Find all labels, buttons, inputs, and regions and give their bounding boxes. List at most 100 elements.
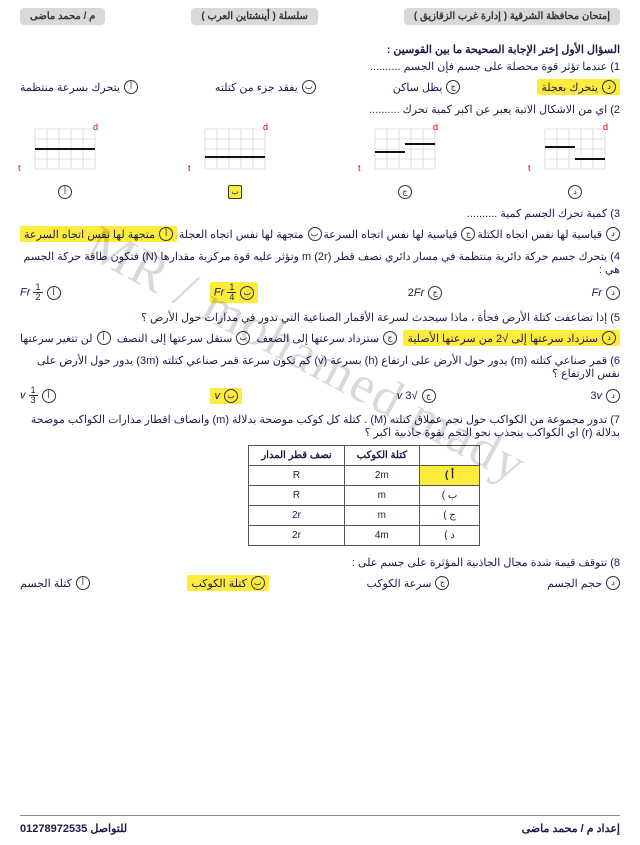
graph-a: d t أ [20, 124, 110, 199]
circle-icon: ج [446, 80, 460, 94]
q4-opt-b: ب 14 Fr [210, 282, 258, 303]
circle-icon: د [568, 185, 582, 199]
exam-page: إمتحان محافظة الشرقية ( إدارة غرب الزقاز… [0, 0, 640, 845]
row-label: د ) [420, 526, 480, 546]
row-label: أ ) [420, 466, 480, 486]
graph-d: d t د [530, 124, 620, 199]
question-intro: السؤال الأول إختر الإجابة الصحيحة ما بين… [20, 43, 620, 56]
cell-radius: R [249, 486, 344, 506]
circle-icon: ب [224, 389, 238, 403]
q6-opt-c: ج√3 v [397, 389, 436, 403]
axis-d-label: d [263, 122, 268, 132]
circle-icon: ب [302, 80, 316, 94]
circle-icon: ب [240, 286, 254, 300]
q5-opt-d: د ستزداد سرعتها إلى √2 من سرعتها الأصلية [403, 330, 620, 346]
q5-options: ألن تتغير سرعتها بستقل سرعتها إلى النصف … [20, 330, 620, 346]
q8-text: 8) تتوقف قيمة شدة مجال الجاذبية المؤثرة … [20, 556, 620, 569]
q8-options: أكتلة الجسم بكتلة الكوكب جسرعة الكوكب دح… [20, 575, 620, 591]
axis-d-label: d [603, 122, 608, 132]
contact-phone: 01278972535 [20, 823, 87, 835]
q6-options: أ13 v بv ج√3 v د3v [20, 386, 620, 405]
header-tabs: إمتحان محافظة الشرقية ( إدارة غرب الزقاز… [20, 8, 620, 25]
q6-text: 6) قمر صناعي كتلته (m) يدور حول الأرض عل… [20, 354, 620, 380]
opt-label: يفقد جزء من كتلته [215, 81, 298, 94]
axis-t-label: t [528, 163, 531, 173]
axis-t-label: t [188, 163, 191, 173]
q1-text: 1) عندما تؤثر قوة محصلة على جسم فإن الجس… [20, 60, 620, 73]
circle-icon: د [606, 576, 620, 590]
cell-mass: 2m [344, 466, 419, 486]
q1-opt-b: ب يفقد جزء من كتلته [215, 80, 316, 94]
q6-opt-b: بv [210, 388, 242, 404]
tab-author: م / محمد ماضى [20, 8, 105, 25]
axis-t-label: t [358, 163, 361, 173]
q5-opt-c: جستزداد سرعتها إلى الضعف [257, 331, 397, 345]
footer: إعداد م / محمد ماضى للتواصل 01278972535 [20, 815, 620, 835]
cell-radius: R [249, 466, 344, 486]
opt-label: 13 v [20, 386, 38, 405]
opt-label: يتحرك بسرعة منتظمة [20, 81, 120, 94]
row-label: ب ) [420, 486, 480, 506]
circle-icon: ب [251, 576, 265, 590]
opt-label: متجهة لها نفس اتجاه السرعة [24, 228, 155, 241]
q4-opt-a: أ12 Fr [20, 283, 60, 302]
q1-options: أ يتحرك بسرعة منتظمة ب يفقد جزء من كتلته ج… [20, 79, 620, 95]
q2-text: 2) اي من الاشكال الاتية يعبر عن اكبر كمي… [20, 103, 620, 116]
q3-opt-c: جقياسية لها نفس اتجاه السرعة [323, 227, 475, 241]
graph-plot: d t [530, 124, 620, 179]
cell-mass: m [344, 506, 419, 526]
q4-opt-d: دFr [592, 286, 620, 300]
graph-b: d t ب [190, 124, 280, 199]
q4-opt-c: ج2Fr [408, 286, 443, 300]
circle-icon: أ [159, 227, 173, 241]
graph-plot: d t [360, 124, 450, 179]
opt-label: قياسية لها نفس اتجاه السرعة [323, 228, 457, 241]
q5-text: 5) إذا تضاعفت كتلة الأرض فجأة ، ماذا سيح… [20, 311, 620, 324]
circle-icon: د [606, 389, 620, 403]
opt-label: 14 Fr [214, 283, 236, 302]
q3-opt-b: بمتجهة لها نفس اتجاه العجلة [179, 227, 322, 241]
circle-icon: ب [228, 185, 242, 199]
table-header-blank [420, 446, 480, 466]
opt-label: لن تتغير سرعتها [20, 332, 93, 345]
opt-label: كتلة الكوكب [191, 577, 246, 590]
q2-graphs: d t أ d t [20, 124, 620, 199]
table-row: ب ) m R [249, 486, 480, 506]
cell-radius: 2r [249, 506, 344, 526]
footer-author: إعداد م / محمد ماضى [522, 822, 620, 835]
circle-icon: د [606, 227, 620, 241]
opt-label: يظل ساكن [393, 81, 443, 94]
q8-opt-c: جسرعة الكوكب [366, 576, 449, 590]
q3-options: أ متجهة لها نفس اتجاه السرعة بمتجهة لها ن… [20, 226, 620, 242]
circle-icon: ج [383, 331, 397, 345]
axis-t-label: t [18, 163, 21, 173]
graph-plot: d t [190, 124, 280, 179]
circle-icon: أ [58, 185, 72, 199]
opt-label: ستزداد سرعتها إلى √2 من سرعتها الأصلية [407, 332, 598, 345]
circle-icon: أ [76, 576, 90, 590]
table-row: د ) 4m 2r [249, 526, 480, 546]
q7-text: 7) تدور مجموعة من الكواكب حول نجم عملاق … [20, 413, 620, 439]
opt-label: سرعة الكوكب [366, 577, 431, 590]
circle-icon: ب [236, 331, 250, 345]
q1-opt-d: ديتحرك بعجلة [537, 79, 620, 95]
q8-opt-a: أ كتلة الجسم [20, 576, 90, 590]
cell-mass: 4m [344, 526, 419, 546]
circle-icon: أ [124, 80, 138, 94]
axis-d-label: d [93, 122, 98, 132]
tab-exam-title: إمتحان محافظة الشرقية ( إدارة غرب الزقاز… [404, 8, 620, 25]
cell-radius: 2r [249, 526, 344, 546]
q1-opt-a: أ يتحرك بسرعة منتظمة [20, 80, 138, 94]
q5-opt-b: ب ستقل سرعتها إلى النصف [117, 331, 250, 345]
q7-table: كتلة الكوكب نصف قطر المدار أ ) 2m R ب ) … [248, 445, 480, 546]
q5-opt-a: ألن تتغير سرعتها [20, 331, 111, 345]
opt-label: كتلة الجسم [20, 577, 72, 590]
q3-text: 3) كمية تحرك الجسم كمية .......... [20, 207, 620, 220]
q8-opt-b: ب كتلة الكوكب [187, 575, 268, 591]
opt-label: ستقل سرعتها إلى النصف [117, 332, 232, 345]
circle-icon: أ [47, 286, 61, 300]
q6-opt-d: د3v [590, 389, 620, 403]
circle-icon: د [602, 331, 616, 345]
q4-text: 4) يتحرك جسم حركة دائرية منتظمة في مسار … [20, 250, 620, 276]
table-row: أ ) 2m R [249, 466, 480, 486]
